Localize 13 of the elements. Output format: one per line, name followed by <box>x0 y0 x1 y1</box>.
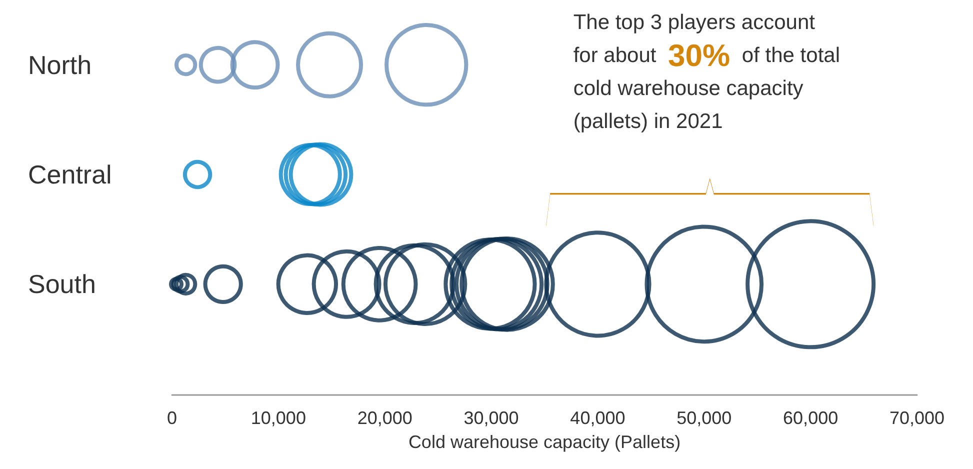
x-tick-label: 20,000 <box>357 408 412 428</box>
x-tick-label: 40,000 <box>570 408 626 428</box>
annotation: The top 3 players account for about 30% of the total cold warehouse capacity (pallets) in 2021 <box>573 11 840 133</box>
x-tick-label: 0 <box>166 408 178 428</box>
y-tick-label: South <box>28 269 96 300</box>
y-tick-label: North <box>28 50 92 80</box>
x-tick-label: 30,000 <box>464 408 519 428</box>
x-tick-label: 70,000 <box>889 408 945 428</box>
x-tick-label: 50,000 <box>676 408 732 428</box>
y-tick-label: Central <box>28 160 112 190</box>
x-tick-label: 10,000 <box>250 408 306 428</box>
x-axis-title: Cold warehouse capacity (Pallets) <box>408 432 681 452</box>
x-tick-label: 60,000 <box>783 408 838 428</box>
